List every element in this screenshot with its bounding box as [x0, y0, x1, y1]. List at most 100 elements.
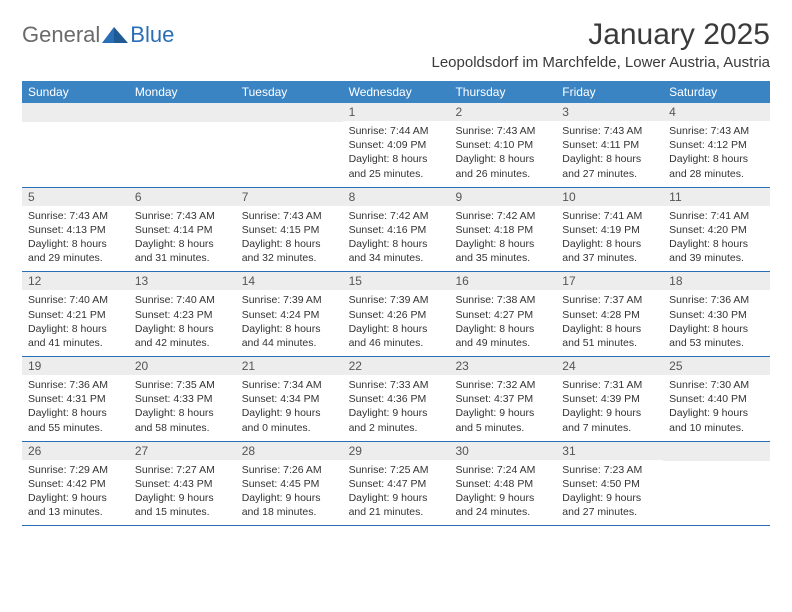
- dow-cell: Wednesday: [343, 81, 450, 103]
- calendar: SundayMondayTuesdayWednesdayThursdayFrid…: [22, 81, 770, 526]
- logo-text-blue: Blue: [130, 22, 174, 48]
- day-cell: 3Sunrise: 7:43 AMSunset: 4:11 PMDaylight…: [556, 103, 663, 187]
- daylight-line: Daylight: 8 hours and 53 minutes.: [669, 322, 764, 350]
- day-number: [22, 103, 129, 122]
- daylight-line: Daylight: 8 hours and 58 minutes.: [135, 406, 230, 434]
- day-cell: 17Sunrise: 7:37 AMSunset: 4:28 PMDayligh…: [556, 272, 663, 356]
- day-body: Sunrise: 7:23 AMSunset: 4:50 PMDaylight:…: [556, 460, 663, 526]
- day-number: [663, 442, 770, 461]
- day-body: Sunrise: 7:34 AMSunset: 4:34 PMDaylight:…: [236, 375, 343, 441]
- daylight-line: Daylight: 9 hours and 21 minutes.: [349, 491, 444, 519]
- daylight-line: Daylight: 8 hours and 41 minutes.: [28, 322, 123, 350]
- daylight-line: Daylight: 8 hours and 51 minutes.: [562, 322, 657, 350]
- day-cell: 29Sunrise: 7:25 AMSunset: 4:47 PMDayligh…: [343, 442, 450, 526]
- day-number: 15: [343, 272, 450, 290]
- day-body: Sunrise: 7:41 AMSunset: 4:20 PMDaylight:…: [663, 206, 770, 272]
- sunset-line: Sunset: 4:36 PM: [349, 392, 444, 406]
- day-number: 21: [236, 357, 343, 375]
- day-cell: 8Sunrise: 7:42 AMSunset: 4:16 PMDaylight…: [343, 188, 450, 272]
- sunset-line: Sunset: 4:47 PM: [349, 477, 444, 491]
- sunrise-line: Sunrise: 7:42 AM: [349, 209, 444, 223]
- day-number: 16: [449, 272, 556, 290]
- sunset-line: Sunset: 4:26 PM: [349, 308, 444, 322]
- page-title: January 2025: [431, 18, 770, 52]
- sunset-line: Sunset: 4:09 PM: [349, 138, 444, 152]
- day-cell: 19Sunrise: 7:36 AMSunset: 4:31 PMDayligh…: [22, 357, 129, 441]
- day-cell: 5Sunrise: 7:43 AMSunset: 4:13 PMDaylight…: [22, 188, 129, 272]
- day-body: Sunrise: 7:25 AMSunset: 4:47 PMDaylight:…: [343, 460, 450, 526]
- day-body: Sunrise: 7:29 AMSunset: 4:42 PMDaylight:…: [22, 460, 129, 526]
- day-cell: 1Sunrise: 7:44 AMSunset: 4:09 PMDaylight…: [343, 103, 450, 187]
- week-row: 19Sunrise: 7:36 AMSunset: 4:31 PMDayligh…: [22, 357, 770, 442]
- day-body: Sunrise: 7:36 AMSunset: 4:31 PMDaylight:…: [22, 375, 129, 441]
- day-body: Sunrise: 7:32 AMSunset: 4:37 PMDaylight:…: [449, 375, 556, 441]
- day-number: 5: [22, 188, 129, 206]
- day-body: Sunrise: 7:37 AMSunset: 4:28 PMDaylight:…: [556, 290, 663, 356]
- sunrise-line: Sunrise: 7:43 AM: [455, 124, 550, 138]
- sunrise-line: Sunrise: 7:37 AM: [562, 293, 657, 307]
- day-cell: 7Sunrise: 7:43 AMSunset: 4:15 PMDaylight…: [236, 188, 343, 272]
- logo-text-general: General: [22, 22, 100, 48]
- sunrise-line: Sunrise: 7:40 AM: [28, 293, 123, 307]
- sunset-line: Sunset: 4:19 PM: [562, 223, 657, 237]
- daylight-line: Daylight: 8 hours and 31 minutes.: [135, 237, 230, 265]
- day-cell: 16Sunrise: 7:38 AMSunset: 4:27 PMDayligh…: [449, 272, 556, 356]
- sunrise-line: Sunrise: 7:30 AM: [669, 378, 764, 392]
- day-body: Sunrise: 7:39 AMSunset: 4:26 PMDaylight:…: [343, 290, 450, 356]
- day-number: 17: [556, 272, 663, 290]
- sunrise-line: Sunrise: 7:43 AM: [669, 124, 764, 138]
- daylight-line: Daylight: 8 hours and 35 minutes.: [455, 237, 550, 265]
- day-body: Sunrise: 7:36 AMSunset: 4:30 PMDaylight:…: [663, 290, 770, 356]
- day-body: Sunrise: 7:43 AMSunset: 4:11 PMDaylight:…: [556, 121, 663, 187]
- day-number: 30: [449, 442, 556, 460]
- day-body: Sunrise: 7:27 AMSunset: 4:43 PMDaylight:…: [129, 460, 236, 526]
- day-number: 13: [129, 272, 236, 290]
- daylight-line: Daylight: 9 hours and 5 minutes.: [455, 406, 550, 434]
- day-cell: 21Sunrise: 7:34 AMSunset: 4:34 PMDayligh…: [236, 357, 343, 441]
- day-number: 6: [129, 188, 236, 206]
- sunrise-line: Sunrise: 7:43 AM: [135, 209, 230, 223]
- daylight-line: Daylight: 8 hours and 49 minutes.: [455, 322, 550, 350]
- day-body: Sunrise: 7:40 AMSunset: 4:21 PMDaylight:…: [22, 290, 129, 356]
- day-body: Sunrise: 7:24 AMSunset: 4:48 PMDaylight:…: [449, 460, 556, 526]
- day-cell: 28Sunrise: 7:26 AMSunset: 4:45 PMDayligh…: [236, 442, 343, 526]
- dow-header-row: SundayMondayTuesdayWednesdayThursdayFrid…: [22, 81, 770, 103]
- sunset-line: Sunset: 4:14 PM: [135, 223, 230, 237]
- sunset-line: Sunset: 4:48 PM: [455, 477, 550, 491]
- day-cell: 4Sunrise: 7:43 AMSunset: 4:12 PMDaylight…: [663, 103, 770, 187]
- sunset-line: Sunset: 4:12 PM: [669, 138, 764, 152]
- day-number: 2: [449, 103, 556, 121]
- day-number: 23: [449, 357, 556, 375]
- day-cell: 31Sunrise: 7:23 AMSunset: 4:50 PMDayligh…: [556, 442, 663, 526]
- daylight-line: Daylight: 8 hours and 27 minutes.: [562, 152, 657, 180]
- sunrise-line: Sunrise: 7:29 AM: [28, 463, 123, 477]
- sunrise-line: Sunrise: 7:33 AM: [349, 378, 444, 392]
- day-cell: 14Sunrise: 7:39 AMSunset: 4:24 PMDayligh…: [236, 272, 343, 356]
- day-body: Sunrise: 7:26 AMSunset: 4:45 PMDaylight:…: [236, 460, 343, 526]
- daylight-line: Daylight: 9 hours and 2 minutes.: [349, 406, 444, 434]
- dow-cell: Saturday: [663, 81, 770, 103]
- sunset-line: Sunset: 4:27 PM: [455, 308, 550, 322]
- day-body: [22, 122, 129, 131]
- day-number: 12: [22, 272, 129, 290]
- day-number: 11: [663, 188, 770, 206]
- day-cell: 15Sunrise: 7:39 AMSunset: 4:26 PMDayligh…: [343, 272, 450, 356]
- daylight-line: Daylight: 8 hours and 44 minutes.: [242, 322, 337, 350]
- sunset-line: Sunset: 4:33 PM: [135, 392, 230, 406]
- day-number: 20: [129, 357, 236, 375]
- sunrise-line: Sunrise: 7:24 AM: [455, 463, 550, 477]
- week-row: 5Sunrise: 7:43 AMSunset: 4:13 PMDaylight…: [22, 188, 770, 273]
- sunset-line: Sunset: 4:39 PM: [562, 392, 657, 406]
- day-cell: 18Sunrise: 7:36 AMSunset: 4:30 PMDayligh…: [663, 272, 770, 356]
- day-cell: [663, 442, 770, 526]
- day-number: 26: [22, 442, 129, 460]
- daylight-line: Daylight: 9 hours and 10 minutes.: [669, 406, 764, 434]
- day-cell: [236, 103, 343, 187]
- day-number: 3: [556, 103, 663, 121]
- sunset-line: Sunset: 4:34 PM: [242, 392, 337, 406]
- sunrise-line: Sunrise: 7:25 AM: [349, 463, 444, 477]
- sunrise-line: Sunrise: 7:43 AM: [242, 209, 337, 223]
- day-cell: 23Sunrise: 7:32 AMSunset: 4:37 PMDayligh…: [449, 357, 556, 441]
- day-cell: 26Sunrise: 7:29 AMSunset: 4:42 PMDayligh…: [22, 442, 129, 526]
- day-cell: 6 Sunrise: 7:43 AMSunset: 4:14 PMDaylight…: [129, 188, 236, 272]
